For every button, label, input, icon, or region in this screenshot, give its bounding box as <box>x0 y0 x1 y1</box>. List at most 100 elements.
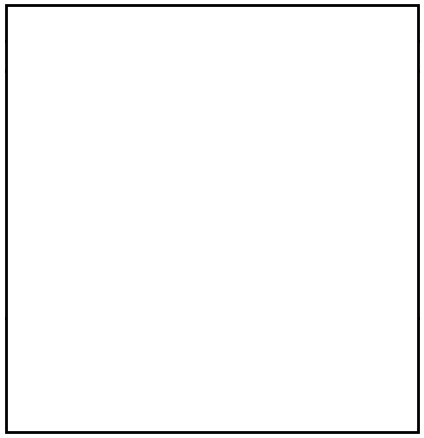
Bar <box>123 223 200 243</box>
Text: $: $ <box>306 95 315 105</box>
Bar <box>303 223 418 243</box>
Text: Other #1: Other #1 <box>9 247 55 257</box>
Text: $: $ <box>306 114 312 124</box>
Text: MoneyManifesto.com: MoneyManifesto.com <box>141 25 283 39</box>
Text: 33,000: 33,000 <box>162 209 197 219</box>
Text: Payday Loans: Payday Loans <box>203 190 271 200</box>
Text: Liabilities: Liabilities <box>222 52 280 62</box>
Text: Net Worth Statement: Net Worth Statement <box>141 12 283 25</box>
Text: $: $ <box>306 228 315 238</box>
Text: 1,400: 1,400 <box>168 133 197 143</box>
Text: $: $ <box>126 247 136 257</box>
Text: $: $ <box>306 266 315 276</box>
Text: -: - <box>411 247 415 257</box>
Text: $: $ <box>306 209 315 219</box>
Text: Tax (IRS) Debt: Tax (IRS) Debt <box>203 228 273 238</box>
Text: Mortgages: Mortgages <box>203 114 256 124</box>
Text: $  73,455: $ 73,455 <box>126 377 179 387</box>
Text: $ 190,145: $ 190,145 <box>126 358 183 367</box>
Bar <box>123 205 200 223</box>
Bar <box>123 166 200 186</box>
Text: Real Estate: Real Estate <box>9 190 65 200</box>
Text: Total Assets: Total Assets <box>9 339 68 349</box>
Text: $: $ <box>126 304 133 314</box>
Bar <box>123 129 200 148</box>
Text: Total Liabilities: Total Liabilities <box>203 304 289 314</box>
Bar <box>303 299 418 318</box>
Bar <box>303 205 418 223</box>
Text: 950: 950 <box>396 76 415 86</box>
Bar <box>303 72 418 91</box>
Bar <box>123 91 200 110</box>
Text: $: $ <box>126 285 136 295</box>
Text: Cash Advances: Cash Advances <box>203 209 279 219</box>
Text: Other #2: Other #2 <box>203 266 249 276</box>
Text: Certificates of Deposit: Certificates of Deposit <box>9 95 120 105</box>
Text: $: $ <box>306 171 315 181</box>
Bar <box>303 186 418 205</box>
Text: $: $ <box>306 285 315 295</box>
Bar <box>303 261 418 280</box>
Bar <box>303 110 418 129</box>
Text: Credit Cards: Credit Cards <box>203 76 265 86</box>
Text: $: $ <box>126 190 133 200</box>
Text: $ 263,600: $ 263,600 <box>126 339 177 349</box>
Text: Net Worth: Net Worth <box>9 377 67 387</box>
Text: Amount: Amount <box>338 47 383 57</box>
Text: Other #2: Other #2 <box>9 266 55 276</box>
Bar <box>123 72 200 91</box>
Text: 250: 250 <box>396 152 415 162</box>
Text: -: - <box>411 285 415 295</box>
Text: Other #3: Other #3 <box>203 285 248 295</box>
Bar <box>123 261 200 280</box>
Text: Other #3: Other #3 <box>9 285 55 295</box>
Text: -: - <box>411 266 415 276</box>
Text: 5,000: 5,000 <box>168 152 197 162</box>
Text: $: $ <box>126 95 136 105</box>
Text: 500: 500 <box>178 76 197 86</box>
Text: $: $ <box>306 152 315 162</box>
Text: Jewelry: Jewelry <box>9 228 45 238</box>
Text: -: - <box>193 247 197 257</box>
Text: $: $ <box>126 209 136 219</box>
Text: Cars: Cars <box>9 209 31 219</box>
Text: Less: Total Liabilities: Less: Total Liabilities <box>9 358 128 367</box>
Bar <box>123 299 200 318</box>
Bar <box>123 110 200 129</box>
Text: Assets: Assets <box>45 52 84 62</box>
Text: 195,000: 195,000 <box>156 190 197 200</box>
Bar <box>123 243 200 261</box>
Text: $: $ <box>126 152 136 162</box>
Text: -: - <box>411 228 415 238</box>
Bar <box>303 129 418 148</box>
Bar <box>123 186 200 205</box>
Text: -: - <box>411 209 415 219</box>
Text: $: $ <box>126 133 136 143</box>
Text: Checking Accounts: Checking Accounts <box>9 133 104 143</box>
Text: 25,000: 25,000 <box>380 95 415 105</box>
Text: 25,000: 25,000 <box>162 171 197 181</box>
Text: $: $ <box>306 76 315 86</box>
Text: $: $ <box>306 304 312 314</box>
Text: $: $ <box>126 114 136 124</box>
Text: Total Assets: Total Assets <box>9 304 77 314</box>
Text: 2,500: 2,500 <box>168 228 197 238</box>
Text: HELOCs: HELOCs <box>203 133 241 143</box>
Text: $: $ <box>126 76 136 86</box>
Text: -: - <box>193 95 197 105</box>
Bar <box>303 166 418 186</box>
Bar <box>303 280 418 299</box>
Text: $: $ <box>306 247 315 257</box>
Text: Investment Accounts: Investment Accounts <box>9 152 114 162</box>
Text: Cash: Cash <box>9 76 33 86</box>
Text: Other #1: Other #1 <box>203 247 249 257</box>
Text: 150,495: 150,495 <box>374 114 415 124</box>
Text: -: - <box>193 266 197 276</box>
Text: 263,600: 263,600 <box>151 304 197 314</box>
Bar <box>123 148 200 166</box>
Bar <box>303 243 418 261</box>
Bar <box>303 91 418 110</box>
Text: Personal Loans: Personal Loans <box>203 152 277 162</box>
Text: $: $ <box>126 171 136 181</box>
Text: Savings Accounts: Savings Accounts <box>9 114 97 124</box>
